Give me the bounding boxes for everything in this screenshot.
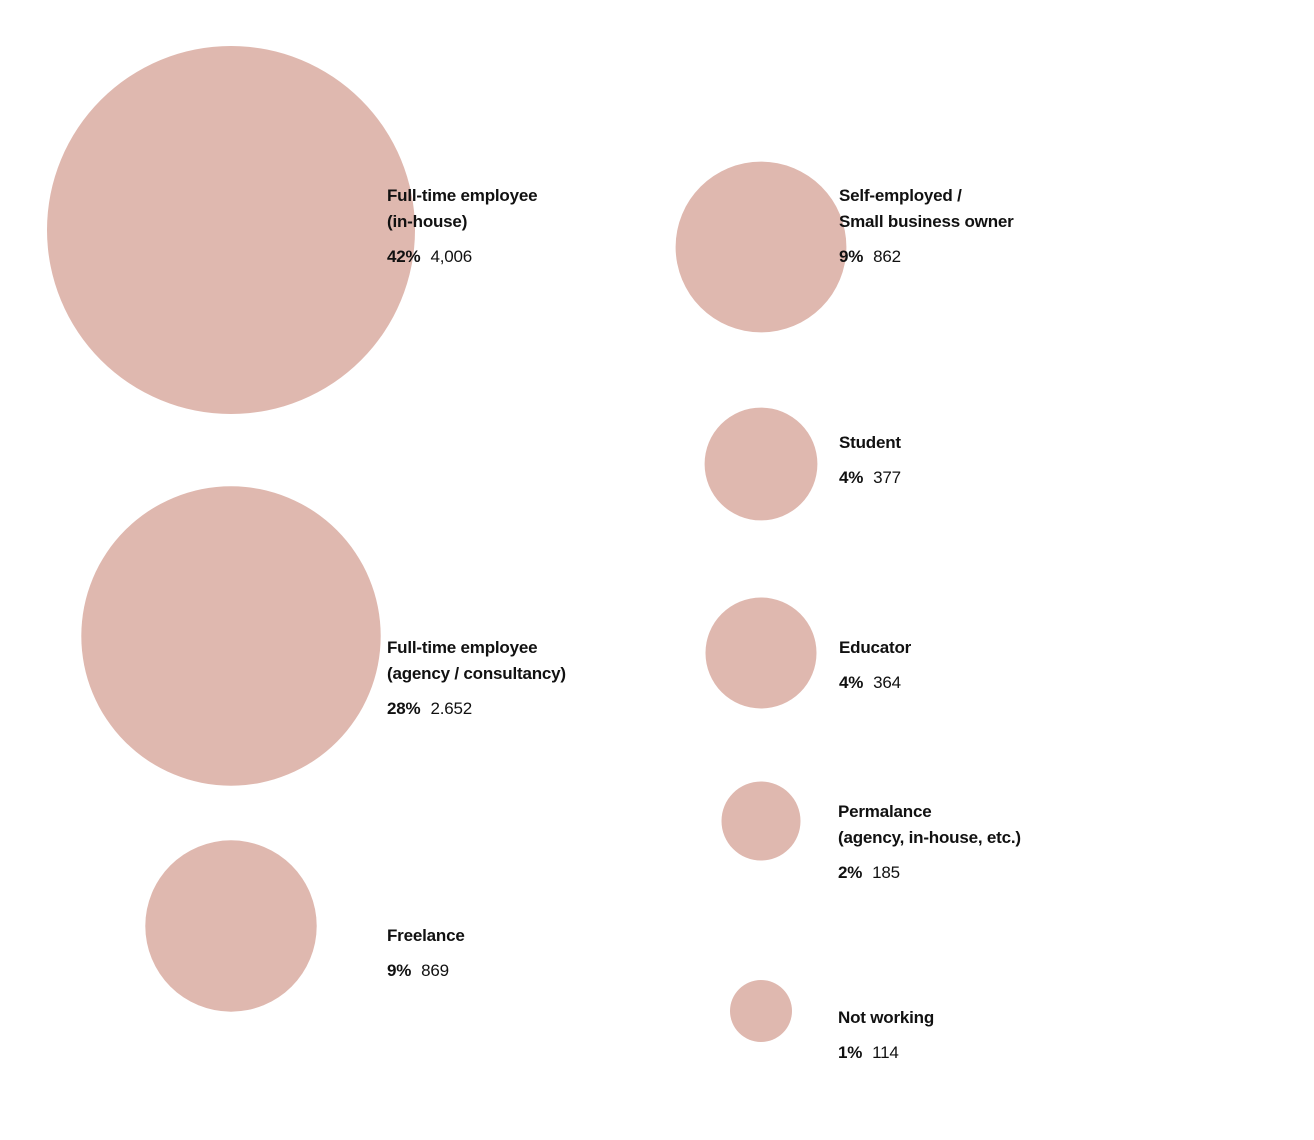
category-stats: 1% 114 [838,1040,934,1066]
percent-value: 9% [839,247,864,266]
count-value: 869 [421,961,449,980]
percent-value: 4% [839,673,864,692]
label-permalance-agency-in-house-etc: Permalance (agency, in-house, etc.) 2% 185 [838,799,1021,886]
category-stats: 28% 2.652 [387,696,566,722]
category-name: Educator [839,638,912,657]
count-value: 4,006 [430,247,472,266]
percent-value: 9% [387,961,412,980]
category-name: Freelance [387,926,465,945]
count-value: 2.652 [430,699,472,718]
label-not-working: Not working 1% 114 [838,1005,934,1066]
category-stats: 4% 364 [839,670,911,696]
percent-value: 1% [838,1043,863,1062]
bubble-not-working [730,980,792,1042]
count-value: 185 [872,863,900,882]
label-student: Student 4% 377 [839,430,901,491]
category-stats: 42% 4,006 [387,244,537,270]
category-name: Self-employed / Small business owner [839,186,1014,231]
category-stats: 9% 862 [839,244,1014,270]
label-full-time-employee-agency-consultancy: Full-time employee (agency / consultancy… [387,635,566,722]
bubble-educator [705,597,817,709]
category-stats: 2% 185 [838,860,1021,886]
label-full-time-employee-in-house: Full-time employee (in-house) 42% 4,006 [387,183,538,270]
percent-value: 42% [387,247,421,266]
count-value: 114 [872,1043,899,1062]
percent-value: 28% [387,699,421,718]
bubble-full-time-employee-in-house [47,46,415,414]
count-value: 364 [873,673,901,692]
bubble-permalance-agency-in-house-etc [721,781,801,861]
count-value: 862 [873,247,901,266]
bubble-full-time-employee-agency-consultancy [81,486,381,786]
label-freelance: Freelance 9% 869 [387,923,465,984]
bubble-self-employed-small-business-owner [675,161,847,333]
bubble-student [704,407,818,521]
percent-value: 2% [838,863,863,882]
category-name: Full-time employee (in-house) [387,186,538,231]
count-value: 377 [873,468,901,487]
category-name: Student [839,433,901,452]
label-self-employed-small-business-owner: Self-employed / Small business owner 9% 86… [839,183,1014,270]
category-name: Permalance (agency, in-house, etc.) [838,802,1021,847]
category-stats: 4% 377 [839,465,901,491]
category-name: Not working [838,1008,935,1027]
bubble-freelance [145,840,317,1012]
percent-value: 4% [839,468,864,487]
category-name: Full-time employee (agency / consultancy… [387,638,566,683]
category-stats: 9% 869 [387,958,465,984]
label-educator: Educator 4% 364 [839,635,911,696]
